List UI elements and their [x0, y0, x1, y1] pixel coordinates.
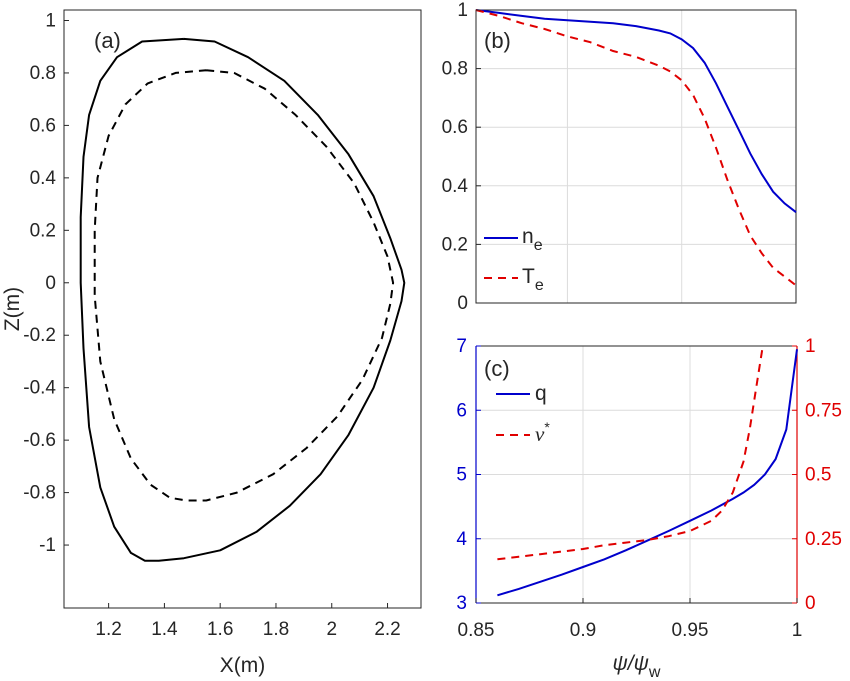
panel-c-x-tick-label: 0.95	[672, 620, 709, 641]
panel-a-x-tick-label: 2	[326, 619, 337, 640]
panel-a-axes-box	[63, 9, 422, 609]
panel-a-series-inner-dashed	[93, 69, 395, 502]
panel-a-series-outer-solid	[79, 37, 406, 562]
panel-a-y-tick-label: 0	[45, 273, 56, 294]
panel-a-y-tick-label: -0.6	[23, 430, 56, 451]
panel-a-y-tick-label: 0.8	[30, 63, 56, 84]
panel-a-y-tick-label: -0.4	[23, 378, 56, 399]
panel-b-y-tick-label: 1	[457, 0, 468, 21]
panel-a-x-tick-label: 1.6	[207, 619, 233, 640]
panel-a-y-tick-label: 0.2	[30, 220, 56, 241]
panel-c-x-tick-label: 1	[792, 620, 803, 641]
panel-b-y-tick-label: 0	[457, 293, 468, 314]
panel-a-tag: (a)	[94, 28, 121, 53]
panel-b-y-tick-label: 0.8	[442, 59, 468, 80]
panel-c-chart: 0.85 0.9 0.95 1 7 6 5 4 3 1 0.75 0.5 0.25 0 ψ/ψw (c) q ν*	[456, 336, 842, 681]
panel-b-legend-label: ne	[522, 225, 543, 254]
panel-c-left-tick-label: 6	[456, 400, 467, 421]
panel-b-legend-label: Te	[522, 265, 544, 294]
panel-c-left-tick-label: 5	[456, 465, 467, 486]
panel-c-legend-label: q	[535, 382, 547, 405]
panel-c-left-tick-label: 4	[456, 529, 467, 550]
panel-c-x-tick-label: 0.85	[458, 620, 495, 641]
panel-a-x-tick-label: 1.2	[95, 619, 121, 640]
panel-c-series-q	[497, 349, 798, 597]
panel-b-y-tick-label: 0.2	[442, 234, 468, 255]
panel-c-legend-label: ν*	[535, 419, 550, 446]
panel-a-chart: 1.2 1.4 1.6 1.8 2 2.2 1 0.8 0.6 0.4 0.2 0 -0.2 -0.4 -0…	[1, 9, 422, 677]
panel-c-right-tick-label: 0.75	[805, 400, 842, 421]
panel-b-axes-box	[475, 9, 797, 304]
panel-a-y-tick-label: -0.8	[23, 483, 56, 504]
panel-c-tag: (c)	[484, 356, 510, 381]
panel-a-x-tick-label: 1.8	[263, 619, 289, 640]
panel-b-y-tick-label: 0.6	[442, 117, 468, 138]
panel-c-left-tick-label: 7	[456, 336, 467, 357]
panel-c-left-tick-label: 3	[456, 593, 467, 614]
panel-b-chart: 1 0.8 0.6 0.4 0.2 0 (b) ne Te	[442, 0, 797, 314]
panel-a-x-axis-label: X(m)	[220, 654, 266, 677]
panel-c-x-axis-label: ψ/ψw	[613, 652, 661, 681]
panel-c-right-tick-label: 1	[805, 336, 816, 357]
panel-a-y-tick-label: -1	[39, 535, 56, 556]
panel-c-right-tick-label: 0	[805, 593, 816, 614]
panel-b-tag: (b)	[484, 28, 511, 53]
panel-b-axes-bg	[476, 10, 796, 303]
panel-c-right-tick-label: 0.5	[805, 465, 831, 486]
panel-b-y-tick-label: 0.4	[442, 176, 469, 197]
panel-a-x-tick-label: 2.2	[374, 619, 400, 640]
panel-a-x-tick-label: 1.4	[151, 619, 178, 640]
panel-a-y-tick-label: 1	[45, 10, 56, 31]
panel-a-y-tick-label: -0.2	[23, 325, 56, 346]
panel-a-y-tick-label: 0.4	[30, 168, 57, 189]
panel-b-series-ne	[475, 9, 797, 213]
panel-a-y-tick-label: 0.6	[30, 115, 56, 136]
panel-c-x-tick-label: 0.9	[570, 620, 596, 641]
panel-c-series-nu-star	[497, 345, 764, 561]
panel-a-y-axis-label: Z(m)	[1, 287, 24, 331]
panel-c-right-tick-label: 0.25	[805, 529, 842, 550]
